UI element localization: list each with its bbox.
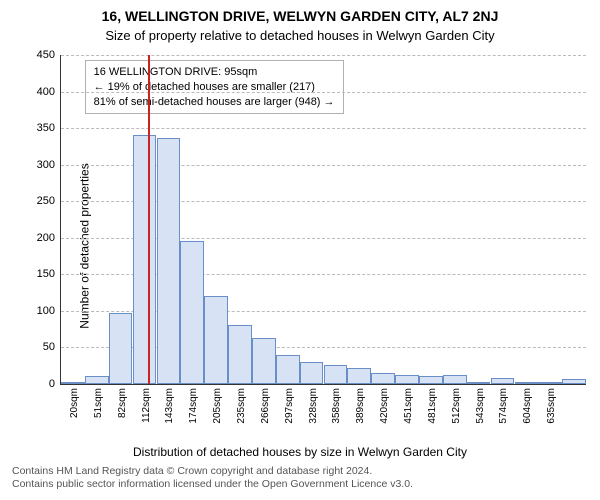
y-tick-label: 400 bbox=[37, 86, 61, 98]
histogram-bar bbox=[515, 382, 539, 384]
histogram-bar bbox=[347, 368, 371, 384]
x-tick-label: 266sqm bbox=[260, 388, 271, 424]
histogram-bar bbox=[61, 382, 85, 384]
histogram-bar bbox=[467, 382, 491, 384]
x-tick-label: 82sqm bbox=[117, 388, 128, 418]
x-tick-label: 205sqm bbox=[212, 388, 223, 424]
histogram-bar bbox=[324, 365, 348, 383]
page-title: 16, WELLINGTON DRIVE, WELWYN GARDEN CITY… bbox=[0, 8, 600, 24]
y-tick-label: 0 bbox=[49, 378, 61, 390]
y-tick-label: 100 bbox=[37, 305, 61, 317]
x-tick-label: 543sqm bbox=[475, 388, 486, 424]
histogram-bar bbox=[228, 325, 252, 383]
annotation-line-3: 81% of semi-detached houses are larger (… bbox=[94, 95, 335, 110]
chart-wrap: Number of detached properties 16 WELLING… bbox=[0, 49, 600, 443]
histogram-bar bbox=[276, 355, 300, 384]
x-tick-label: 235sqm bbox=[236, 388, 247, 424]
x-tick-label: 297sqm bbox=[284, 388, 295, 424]
footer-line-1: Contains HM Land Registry data © Crown c… bbox=[12, 465, 588, 479]
histogram-bar bbox=[157, 138, 181, 384]
histogram-bar bbox=[538, 382, 562, 384]
histogram-bar bbox=[562, 379, 586, 383]
histogram-bar bbox=[133, 135, 157, 383]
x-tick-label: 604sqm bbox=[522, 388, 533, 424]
x-tick-label: 512sqm bbox=[451, 388, 462, 424]
x-tick-label: 635sqm bbox=[546, 388, 557, 424]
x-tick-label: 143sqm bbox=[164, 388, 175, 424]
histogram-bar bbox=[252, 338, 276, 383]
histogram-bar bbox=[491, 378, 515, 384]
histogram-bar bbox=[85, 376, 109, 383]
histogram-bar bbox=[371, 373, 395, 384]
histogram-bar bbox=[180, 241, 204, 383]
reference-line bbox=[148, 55, 150, 384]
x-tick-label: 358sqm bbox=[331, 388, 342, 424]
grid-line bbox=[61, 55, 586, 56]
x-tick-label: 451sqm bbox=[403, 388, 414, 424]
annotation-line-1: 16 WELLINGTON DRIVE: 95sqm bbox=[94, 65, 335, 80]
x-axis-title: Distribution of detached houses by size … bbox=[0, 445, 600, 459]
chart-subtitle: Size of property relative to detached ho… bbox=[0, 28, 600, 43]
x-tick-label: 328sqm bbox=[308, 388, 319, 424]
x-tick-label: 51sqm bbox=[93, 388, 104, 418]
grid-line bbox=[61, 92, 586, 93]
annotation-box: 16 WELLINGTON DRIVE: 95sqm ← 19% of deta… bbox=[85, 60, 344, 115]
footer: Contains HM Land Registry data © Crown c… bbox=[0, 459, 600, 500]
x-tick-label: 20sqm bbox=[69, 388, 80, 418]
grid-line bbox=[61, 128, 586, 129]
x-tick-label: 481sqm bbox=[427, 388, 438, 424]
histogram-bar bbox=[204, 296, 228, 384]
histogram-bar bbox=[419, 376, 443, 383]
y-tick-label: 450 bbox=[37, 49, 61, 61]
y-tick-label: 150 bbox=[37, 268, 61, 280]
y-tick-label: 350 bbox=[37, 122, 61, 134]
x-tick-label: 112sqm bbox=[141, 388, 152, 423]
y-tick-label: 200 bbox=[37, 232, 61, 244]
footer-line-2: Contains public sector information licen… bbox=[12, 478, 588, 492]
histogram-bar bbox=[443, 375, 467, 384]
chart-container: 16, WELLINGTON DRIVE, WELWYN GARDEN CITY… bbox=[0, 0, 600, 500]
x-tick-label: 574sqm bbox=[498, 388, 509, 424]
x-tick-label: 389sqm bbox=[355, 388, 366, 424]
plot-area: 16 WELLINGTON DRIVE: 95sqm ← 19% of deta… bbox=[60, 55, 586, 385]
y-tick-label: 50 bbox=[43, 341, 61, 353]
x-tick-label: 174sqm bbox=[188, 388, 199, 424]
x-tick-label: 420sqm bbox=[379, 388, 390, 424]
y-tick-label: 300 bbox=[37, 159, 61, 171]
histogram-bar bbox=[395, 375, 419, 384]
histogram-bar bbox=[109, 313, 133, 384]
histogram-bar bbox=[300, 362, 324, 384]
y-tick-label: 250 bbox=[37, 195, 61, 207]
